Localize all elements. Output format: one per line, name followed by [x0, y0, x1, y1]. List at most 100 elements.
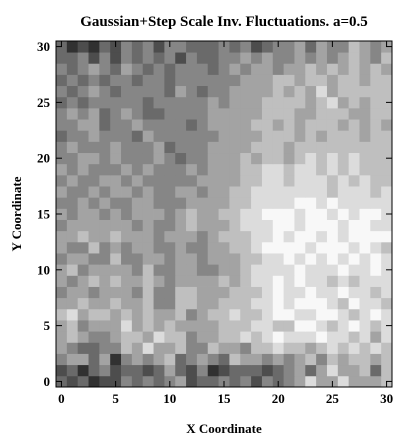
- heatmap-cell: [77, 342, 89, 354]
- heatmap-cell: [359, 174, 371, 187]
- heatmap-cell: [326, 253, 339, 265]
- heatmap-cell: [316, 230, 328, 243]
- heatmap-cell: [218, 275, 230, 287]
- heatmap-cell: [66, 264, 79, 276]
- heatmap-cell: [218, 308, 230, 321]
- heatmap-cell: [77, 174, 89, 187]
- heatmap-cell: [77, 186, 89, 198]
- heatmap-cell: [326, 264, 339, 276]
- heatmap-cell: [77, 152, 89, 165]
- heatmap-cell: [348, 364, 360, 377]
- heatmap-cell: [207, 197, 219, 209]
- heatmap-cell: [316, 63, 328, 75]
- heatmap-cell: [294, 331, 306, 343]
- heatmap-cell: [359, 107, 371, 120]
- heatmap-cell: [370, 130, 382, 142]
- heatmap-cell: [131, 107, 144, 120]
- heatmap-cell: [283, 52, 295, 64]
- heatmap-cell: [56, 141, 68, 154]
- heatmap-cell: [88, 119, 100, 131]
- heatmap-cell: [131, 342, 144, 354]
- heatmap-cell: [66, 375, 79, 388]
- heatmap-cell: [56, 331, 68, 343]
- heatmap-cell: [196, 130, 209, 142]
- y-tick-label: 30: [37, 39, 50, 54]
- heatmap-cell: [56, 85, 68, 98]
- heatmap-cell: [164, 297, 176, 310]
- heatmap-cell: [218, 241, 230, 254]
- heatmap-cell: [142, 375, 154, 388]
- heatmap-cell: [88, 96, 100, 109]
- heatmap-cell: [229, 364, 241, 377]
- heatmap-cell: [153, 119, 165, 131]
- heatmap-cell: [326, 286, 339, 299]
- heatmap-cell: [77, 264, 89, 276]
- heatmap-cell: [359, 130, 371, 142]
- heatmap-cell: [337, 331, 350, 343]
- heatmap-cell: [66, 286, 79, 299]
- heatmap-cell: [316, 364, 328, 377]
- heatmap-cell: [110, 364, 122, 377]
- heatmap-cell: [164, 275, 176, 287]
- heatmap-cell: [153, 107, 165, 120]
- heatmap-cell: [121, 308, 133, 321]
- heatmap-cell: [294, 297, 306, 310]
- heatmap-cell: [337, 107, 350, 120]
- heatmap-cell: [186, 320, 198, 332]
- heatmap-cell: [229, 174, 241, 187]
- heatmap-cell: [110, 331, 122, 343]
- heatmap-cell: [121, 353, 133, 366]
- heatmap-cell: [316, 119, 328, 131]
- heatmap-cell: [316, 174, 328, 187]
- heatmap-cell: [381, 253, 393, 265]
- heatmap-cell: [283, 331, 295, 343]
- heatmap-cell: [229, 208, 241, 220]
- y-axis-label: Y Coordinate: [9, 176, 24, 251]
- heatmap-cell: [164, 130, 176, 142]
- heatmap-cell: [218, 297, 230, 310]
- heatmap-cell: [175, 219, 187, 232]
- heatmap-cell: [88, 141, 100, 154]
- heatmap-cell: [186, 253, 198, 265]
- heatmap-cell: [207, 85, 219, 98]
- heatmap-cell: [196, 186, 209, 198]
- heatmap-cell: [370, 264, 382, 276]
- heatmap-cell: [337, 253, 350, 265]
- heatmap-cell: [326, 96, 339, 109]
- heatmap-cell: [381, 230, 393, 243]
- heatmap-cell: [121, 174, 133, 187]
- heatmap-cell: [337, 308, 350, 321]
- heatmap-cell: [272, 107, 285, 120]
- heatmap-cell: [316, 130, 328, 142]
- heatmap-cell: [348, 130, 360, 142]
- heatmap-cell: [359, 52, 371, 64]
- heatmap-cell: [121, 85, 133, 98]
- heatmap-cell: [110, 163, 122, 176]
- heatmap-cell: [294, 41, 306, 53]
- heatmap-cell: [110, 96, 122, 109]
- heatmap-cell: [283, 230, 295, 243]
- heatmap-cell: [359, 353, 371, 366]
- heatmap-cell: [240, 186, 252, 198]
- heatmap-cell: [261, 275, 274, 287]
- heatmap-cell: [110, 85, 122, 98]
- heatmap-cell: [142, 308, 154, 321]
- heatmap-cell: [153, 342, 165, 354]
- x-tick-label: 0: [58, 391, 65, 406]
- heatmap-cell: [56, 286, 68, 299]
- heatmap-cell: [196, 264, 209, 276]
- heatmap-cell: [229, 163, 241, 176]
- heatmap-cell: [186, 119, 198, 131]
- heatmap-cell: [359, 297, 371, 310]
- heatmap-cell: [337, 286, 350, 299]
- heatmap-cell: [175, 353, 187, 366]
- heatmap-cell: [186, 230, 198, 243]
- heatmap-cell: [261, 331, 274, 343]
- heatmap-cell: [370, 364, 382, 377]
- heatmap-cell: [142, 364, 154, 377]
- heatmap-cell: [272, 197, 285, 209]
- heatmap-cell: [272, 342, 285, 354]
- heatmap-cell: [121, 107, 133, 120]
- heatmap-cell: [66, 275, 79, 287]
- heatmap-cell: [240, 342, 252, 354]
